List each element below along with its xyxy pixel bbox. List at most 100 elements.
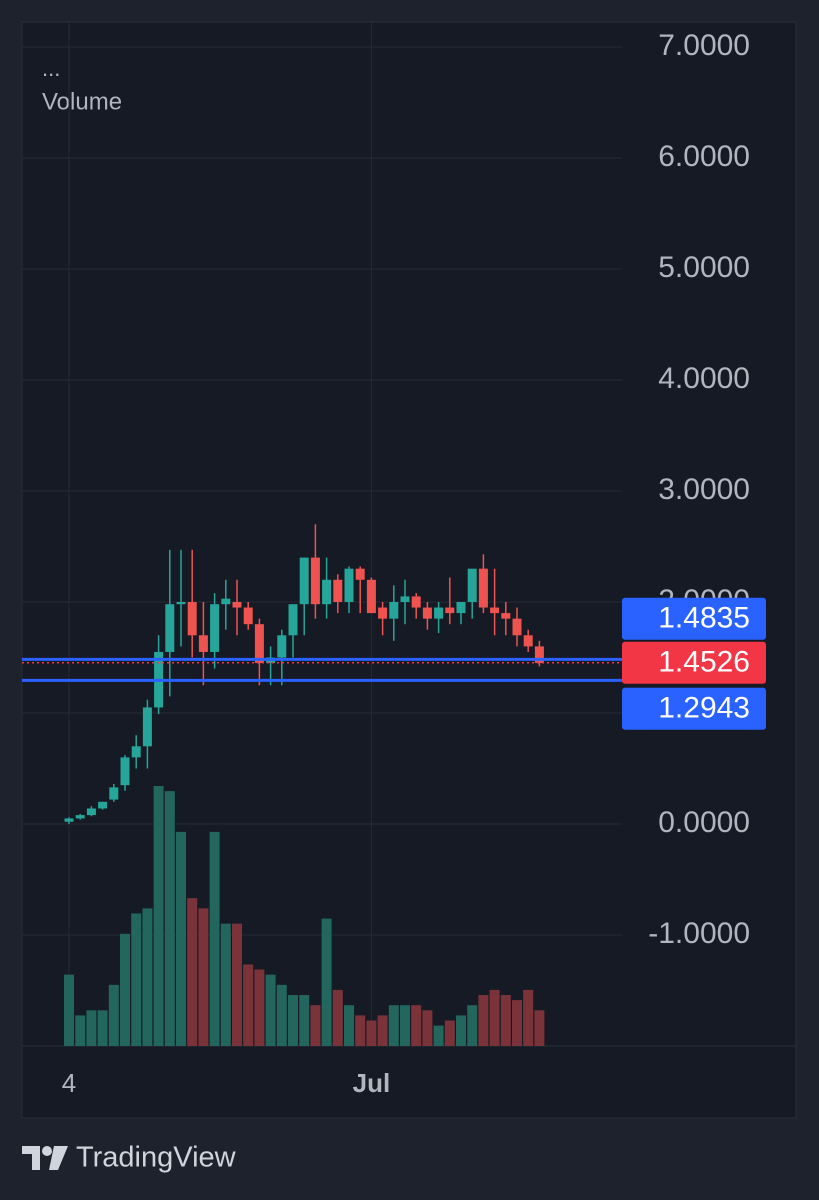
volume-bar bbox=[265, 974, 276, 1046]
volume-bar bbox=[153, 786, 164, 1046]
legend-menu[interactable]: ... bbox=[42, 56, 60, 81]
candle-body bbox=[344, 568, 354, 602]
volume-bar bbox=[377, 1015, 388, 1046]
candle-body bbox=[232, 601, 242, 608]
candle-body bbox=[254, 624, 264, 664]
candle-body bbox=[400, 596, 410, 602]
volume-bar bbox=[164, 791, 175, 1046]
volume-bar bbox=[500, 995, 511, 1046]
volume-bar bbox=[120, 933, 130, 1046]
y-tick-label: 6.0000 bbox=[658, 140, 750, 173]
y-tick-label: -1.0000 bbox=[648, 917, 750, 950]
logo-mark bbox=[22, 1146, 40, 1170]
candle-body bbox=[210, 604, 220, 652]
candle-body bbox=[456, 601, 466, 614]
x-tick-label: Jul bbox=[353, 1068, 391, 1098]
candle-body bbox=[98, 801, 108, 809]
price-tag bbox=[622, 687, 766, 730]
candle-body bbox=[187, 601, 197, 636]
x-tick-label: 4 bbox=[62, 1068, 76, 1098]
candle-body bbox=[176, 601, 186, 605]
volume-bar bbox=[187, 898, 198, 1046]
volume-bar bbox=[288, 995, 298, 1046]
volume-bar bbox=[108, 984, 119, 1046]
candle-body bbox=[86, 808, 96, 816]
price-tag bbox=[622, 597, 766, 640]
candle-body bbox=[75, 815, 85, 819]
volume-bar bbox=[388, 1005, 399, 1046]
price-tag bbox=[622, 641, 766, 684]
volume-bar bbox=[433, 1025, 444, 1046]
volume-bar bbox=[344, 1005, 354, 1046]
volume-bar bbox=[534, 1010, 545, 1046]
price-tag-label: 1.4526 bbox=[658, 646, 750, 679]
volume-bar bbox=[64, 974, 74, 1046]
price-tag-label: 1.2943 bbox=[658, 692, 750, 725]
volume-bar bbox=[276, 984, 287, 1046]
volume-bar bbox=[523, 989, 534, 1046]
candle-body bbox=[288, 604, 298, 636]
brand: TradingView bbox=[76, 1142, 237, 1174]
candle-body bbox=[221, 598, 231, 605]
candle-body bbox=[243, 607, 253, 625]
volume-bar bbox=[321, 918, 332, 1046]
candle-body bbox=[198, 635, 208, 652]
candle-body bbox=[434, 607, 444, 619]
candle-body bbox=[490, 607, 500, 614]
candle-body bbox=[310, 557, 320, 605]
volume-bar bbox=[478, 995, 489, 1046]
candle-body bbox=[523, 635, 533, 647]
candle-body bbox=[512, 618, 522, 636]
candle-body bbox=[411, 596, 421, 608]
candle-body bbox=[165, 604, 175, 652]
y-tick-label: 4.0000 bbox=[658, 362, 750, 395]
volume-bar bbox=[299, 995, 310, 1046]
volume-label: Volume bbox=[42, 88, 122, 115]
volume-bar bbox=[332, 989, 343, 1046]
volume-bar bbox=[444, 1020, 455, 1046]
candle-body bbox=[64, 818, 74, 822]
candle-body bbox=[333, 579, 343, 602]
candle-body bbox=[299, 557, 309, 605]
candle-body bbox=[378, 607, 388, 619]
candle-body bbox=[322, 579, 332, 605]
volume-bar bbox=[232, 923, 242, 1046]
volume-bar bbox=[198, 908, 209, 1046]
candle-body bbox=[467, 568, 477, 602]
volume-bar bbox=[355, 1015, 366, 1046]
volume-bar bbox=[456, 1015, 466, 1046]
candle-body bbox=[142, 707, 152, 747]
candle-body bbox=[501, 613, 511, 619]
volume-bar bbox=[422, 1010, 433, 1046]
candle-body bbox=[534, 646, 544, 664]
candle-body bbox=[120, 757, 130, 786]
candle-body bbox=[277, 635, 287, 658]
y-tick-label: 3.0000 bbox=[658, 473, 750, 506]
volume-bar bbox=[75, 1015, 86, 1046]
volume-bar bbox=[243, 964, 254, 1046]
volume-bar bbox=[400, 1005, 410, 1046]
volume-bar bbox=[489, 989, 500, 1046]
volume-bar bbox=[310, 1005, 321, 1046]
y-tick-label: 0.0000 bbox=[658, 806, 750, 839]
candle-body bbox=[478, 568, 488, 608]
volume-bar bbox=[97, 1010, 108, 1046]
logo[interactable]: TradingView bbox=[22, 1142, 237, 1174]
logo-mark bbox=[49, 1146, 68, 1170]
volume-bar bbox=[467, 1005, 478, 1046]
candle-body bbox=[366, 579, 376, 614]
price-tag-label: 1.4835 bbox=[658, 602, 750, 635]
volume-bar bbox=[366, 1020, 377, 1046]
volume-bar bbox=[176, 831, 186, 1046]
volume-bar bbox=[86, 1010, 97, 1046]
volume-bar bbox=[254, 969, 265, 1046]
volume-bar bbox=[512, 1000, 522, 1046]
candle-body bbox=[355, 568, 365, 580]
volume-bar bbox=[131, 913, 142, 1046]
logo-mark bbox=[42, 1146, 52, 1156]
candle-body bbox=[445, 607, 455, 614]
y-tick-label: 7.0000 bbox=[658, 29, 750, 62]
candle-body bbox=[422, 607, 432, 619]
candle-body bbox=[131, 746, 141, 758]
